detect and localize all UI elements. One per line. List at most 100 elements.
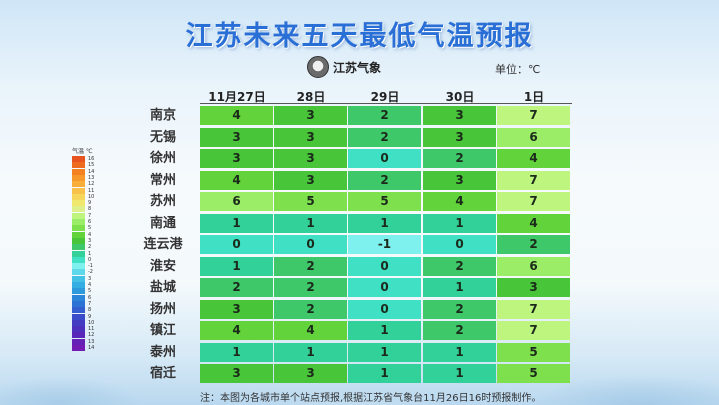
temperature-cell: 7 bbox=[497, 192, 570, 211]
legend-label: 4 bbox=[88, 282, 92, 288]
city-label: 盐城 bbox=[149, 280, 176, 295]
temperature-cell: 3 bbox=[423, 170, 496, 190]
legend-label: 14 bbox=[88, 168, 95, 175]
temperature-cell: 2 bbox=[348, 106, 421, 125]
legend-swatch bbox=[72, 212, 85, 219]
legend-label: 6 bbox=[88, 219, 92, 225]
legend-swatch bbox=[72, 294, 85, 301]
legend-swatch bbox=[72, 219, 85, 225]
legend-label: 5 bbox=[88, 225, 92, 232]
temperature-cell: 3 bbox=[200, 364, 273, 383]
legend-swatch bbox=[72, 313, 85, 320]
temperature-cell: 3 bbox=[274, 149, 347, 168]
temperature-cell: 2 bbox=[423, 149, 496, 168]
legend-label: 13 bbox=[88, 174, 95, 181]
temperature-cell: 3 bbox=[423, 127, 496, 147]
temperature-cell: 3 bbox=[274, 364, 347, 383]
city-label: 徐州 bbox=[149, 151, 176, 166]
legend-swatch bbox=[72, 156, 85, 162]
legend-label: 3 bbox=[88, 237, 92, 244]
logo-text: 江苏气象 bbox=[333, 60, 382, 75]
legend-label: 2 bbox=[88, 244, 92, 251]
temperature-cell: 3 bbox=[200, 149, 273, 168]
legend-label: 10 bbox=[88, 193, 95, 200]
temperature-cell: 0 bbox=[348, 278, 421, 297]
temperature-cell: 0 bbox=[423, 235, 496, 254]
city-label: 苏州 bbox=[149, 194, 176, 209]
temperature-cell: 3 bbox=[274, 170, 347, 190]
temperature-cell: 3 bbox=[200, 127, 273, 147]
temperature-cell: 0 bbox=[348, 149, 421, 168]
temperature-cell: 1 bbox=[200, 342, 273, 362]
temperature-cell: 4 bbox=[274, 321, 347, 340]
legend-label: 0 bbox=[88, 256, 92, 263]
legend-swatch bbox=[72, 256, 85, 263]
temperature-cell: 1 bbox=[274, 213, 347, 233]
legend-label: 3 bbox=[88, 275, 92, 282]
temperature-cell: 0 bbox=[348, 256, 421, 276]
temperature-cell: 5 bbox=[274, 192, 347, 211]
temperature-cell: 6 bbox=[497, 256, 570, 276]
legend-label: 10 bbox=[88, 319, 95, 326]
legend-header: 气温 ℃ bbox=[72, 148, 93, 155]
legend-label: 8 bbox=[88, 206, 92, 213]
page-title: 江苏未来五天最低气温预报 bbox=[185, 21, 534, 52]
temperature-cell: 1 bbox=[348, 364, 421, 383]
legend-label: 15 bbox=[88, 162, 95, 169]
legend-swatch bbox=[72, 300, 85, 307]
legend-swatch bbox=[72, 174, 85, 181]
temperature-cell: 6 bbox=[200, 192, 273, 211]
city-label: 泰州 bbox=[149, 344, 176, 360]
city-label: 镇江 bbox=[149, 323, 176, 338]
legend-label: -1 bbox=[88, 263, 93, 270]
temperature-cell: 3 bbox=[274, 127, 347, 147]
temperature-cell: 3 bbox=[497, 278, 570, 297]
legend-swatch bbox=[72, 231, 85, 238]
temperature-cell: 5 bbox=[497, 364, 570, 383]
temperature-cell: 1 bbox=[423, 278, 496, 297]
legend-swatch bbox=[72, 275, 85, 282]
temperature-cell: 4 bbox=[200, 321, 273, 340]
unit-label: 单位：℃ bbox=[495, 63, 541, 76]
temperature-cell: 2 bbox=[274, 278, 347, 297]
temperature-cell: 0 bbox=[200, 235, 273, 254]
legend-label: -2 bbox=[88, 269, 93, 276]
column-header: 1日 bbox=[523, 90, 545, 104]
legend-label: 7 bbox=[88, 212, 92, 219]
legend-swatch bbox=[72, 162, 85, 169]
city-label: 连云港 bbox=[143, 237, 183, 252]
legend-swatch bbox=[72, 263, 85, 270]
legend-swatch bbox=[72, 319, 85, 326]
temperature-cell: 4 bbox=[200, 170, 273, 190]
legend-label: 7 bbox=[88, 300, 92, 307]
legend-swatch bbox=[72, 282, 85, 288]
legend-swatch bbox=[72, 200, 85, 207]
temperature-cell: 4 bbox=[423, 192, 496, 211]
temperature-cell: 5 bbox=[497, 342, 570, 362]
temperature-cell: 1 bbox=[423, 364, 496, 383]
temperature-cell: 7 bbox=[497, 106, 570, 125]
temperature-cell: -1 bbox=[348, 235, 421, 254]
temperature-cell: 7 bbox=[497, 299, 570, 319]
temperature-cell: 4 bbox=[200, 106, 273, 125]
column-header: 11月27日 bbox=[208, 90, 266, 104]
temperature-cell: 3 bbox=[200, 299, 273, 319]
legend-label: 11 bbox=[88, 326, 95, 333]
legend-swatch bbox=[72, 193, 85, 200]
legend-swatch bbox=[72, 326, 85, 333]
legend-label: 4 bbox=[88, 231, 92, 238]
legend-swatch bbox=[72, 269, 85, 276]
header-divider bbox=[200, 103, 572, 104]
legend-swatch bbox=[72, 168, 85, 175]
legend-label: 5 bbox=[88, 288, 92, 295]
temperature-cell: 6 bbox=[497, 127, 570, 147]
city-label: 宿迁 bbox=[149, 366, 176, 381]
temperature-cell: 1 bbox=[200, 213, 273, 233]
city-label: 扬州 bbox=[149, 301, 176, 317]
temperature-cell: 2 bbox=[200, 278, 273, 297]
legend-label: 1 bbox=[88, 250, 92, 257]
legend-swatch bbox=[72, 187, 85, 194]
legend-swatch bbox=[72, 332, 85, 339]
temperature-cell: 1 bbox=[348, 213, 421, 233]
legend-label: 12 bbox=[88, 181, 95, 188]
